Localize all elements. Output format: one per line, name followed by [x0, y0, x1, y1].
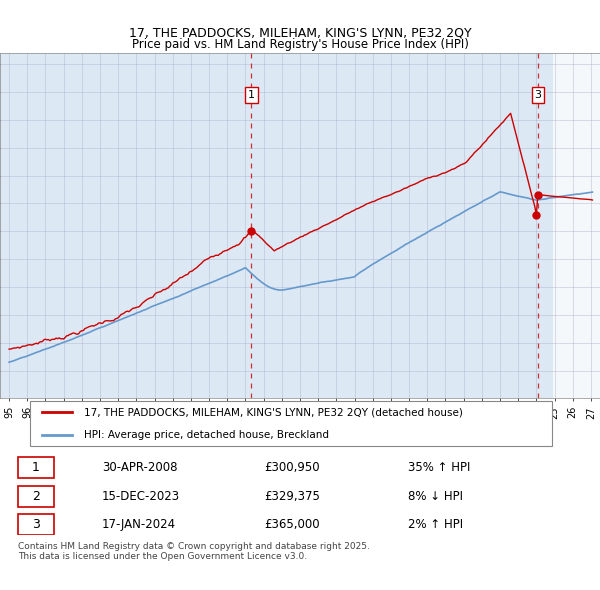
Text: 8% ↓ HPI: 8% ↓ HPI — [408, 490, 463, 503]
Bar — [553, 53, 600, 398]
Text: 2% ↑ HPI: 2% ↑ HPI — [408, 518, 463, 531]
Text: 1: 1 — [32, 461, 40, 474]
Text: 17, THE PADDOCKS, MILEHAM, KING'S LYNN, PE32 2QY: 17, THE PADDOCKS, MILEHAM, KING'S LYNN, … — [128, 27, 472, 40]
Text: 2: 2 — [32, 490, 40, 503]
Text: HPI: Average price, detached house, Breckland: HPI: Average price, detached house, Brec… — [84, 430, 329, 440]
Text: 3: 3 — [535, 90, 541, 100]
Text: Contains HM Land Registry data © Crown copyright and database right 2025.
This d: Contains HM Land Registry data © Crown c… — [18, 542, 370, 561]
Text: £300,950: £300,950 — [264, 461, 320, 474]
Text: 17-JAN-2024: 17-JAN-2024 — [102, 518, 176, 531]
Text: 15-DEC-2023: 15-DEC-2023 — [102, 490, 180, 503]
Text: 17, THE PADDOCKS, MILEHAM, KING'S LYNN, PE32 2QY (detached house): 17, THE PADDOCKS, MILEHAM, KING'S LYNN, … — [84, 408, 463, 418]
FancyBboxPatch shape — [18, 486, 54, 507]
FancyBboxPatch shape — [18, 457, 54, 478]
Text: 30-APR-2008: 30-APR-2008 — [102, 461, 178, 474]
Text: £329,375: £329,375 — [264, 490, 320, 503]
FancyBboxPatch shape — [30, 401, 552, 446]
FancyBboxPatch shape — [18, 514, 54, 535]
Text: 35% ↑ HPI: 35% ↑ HPI — [408, 461, 470, 474]
Text: 3: 3 — [32, 518, 40, 531]
Text: Price paid vs. HM Land Registry's House Price Index (HPI): Price paid vs. HM Land Registry's House … — [131, 38, 469, 51]
Text: £365,000: £365,000 — [264, 518, 320, 531]
Text: 1: 1 — [248, 90, 255, 100]
Bar — [553, 53, 600, 398]
Bar — [553, 53, 600, 398]
